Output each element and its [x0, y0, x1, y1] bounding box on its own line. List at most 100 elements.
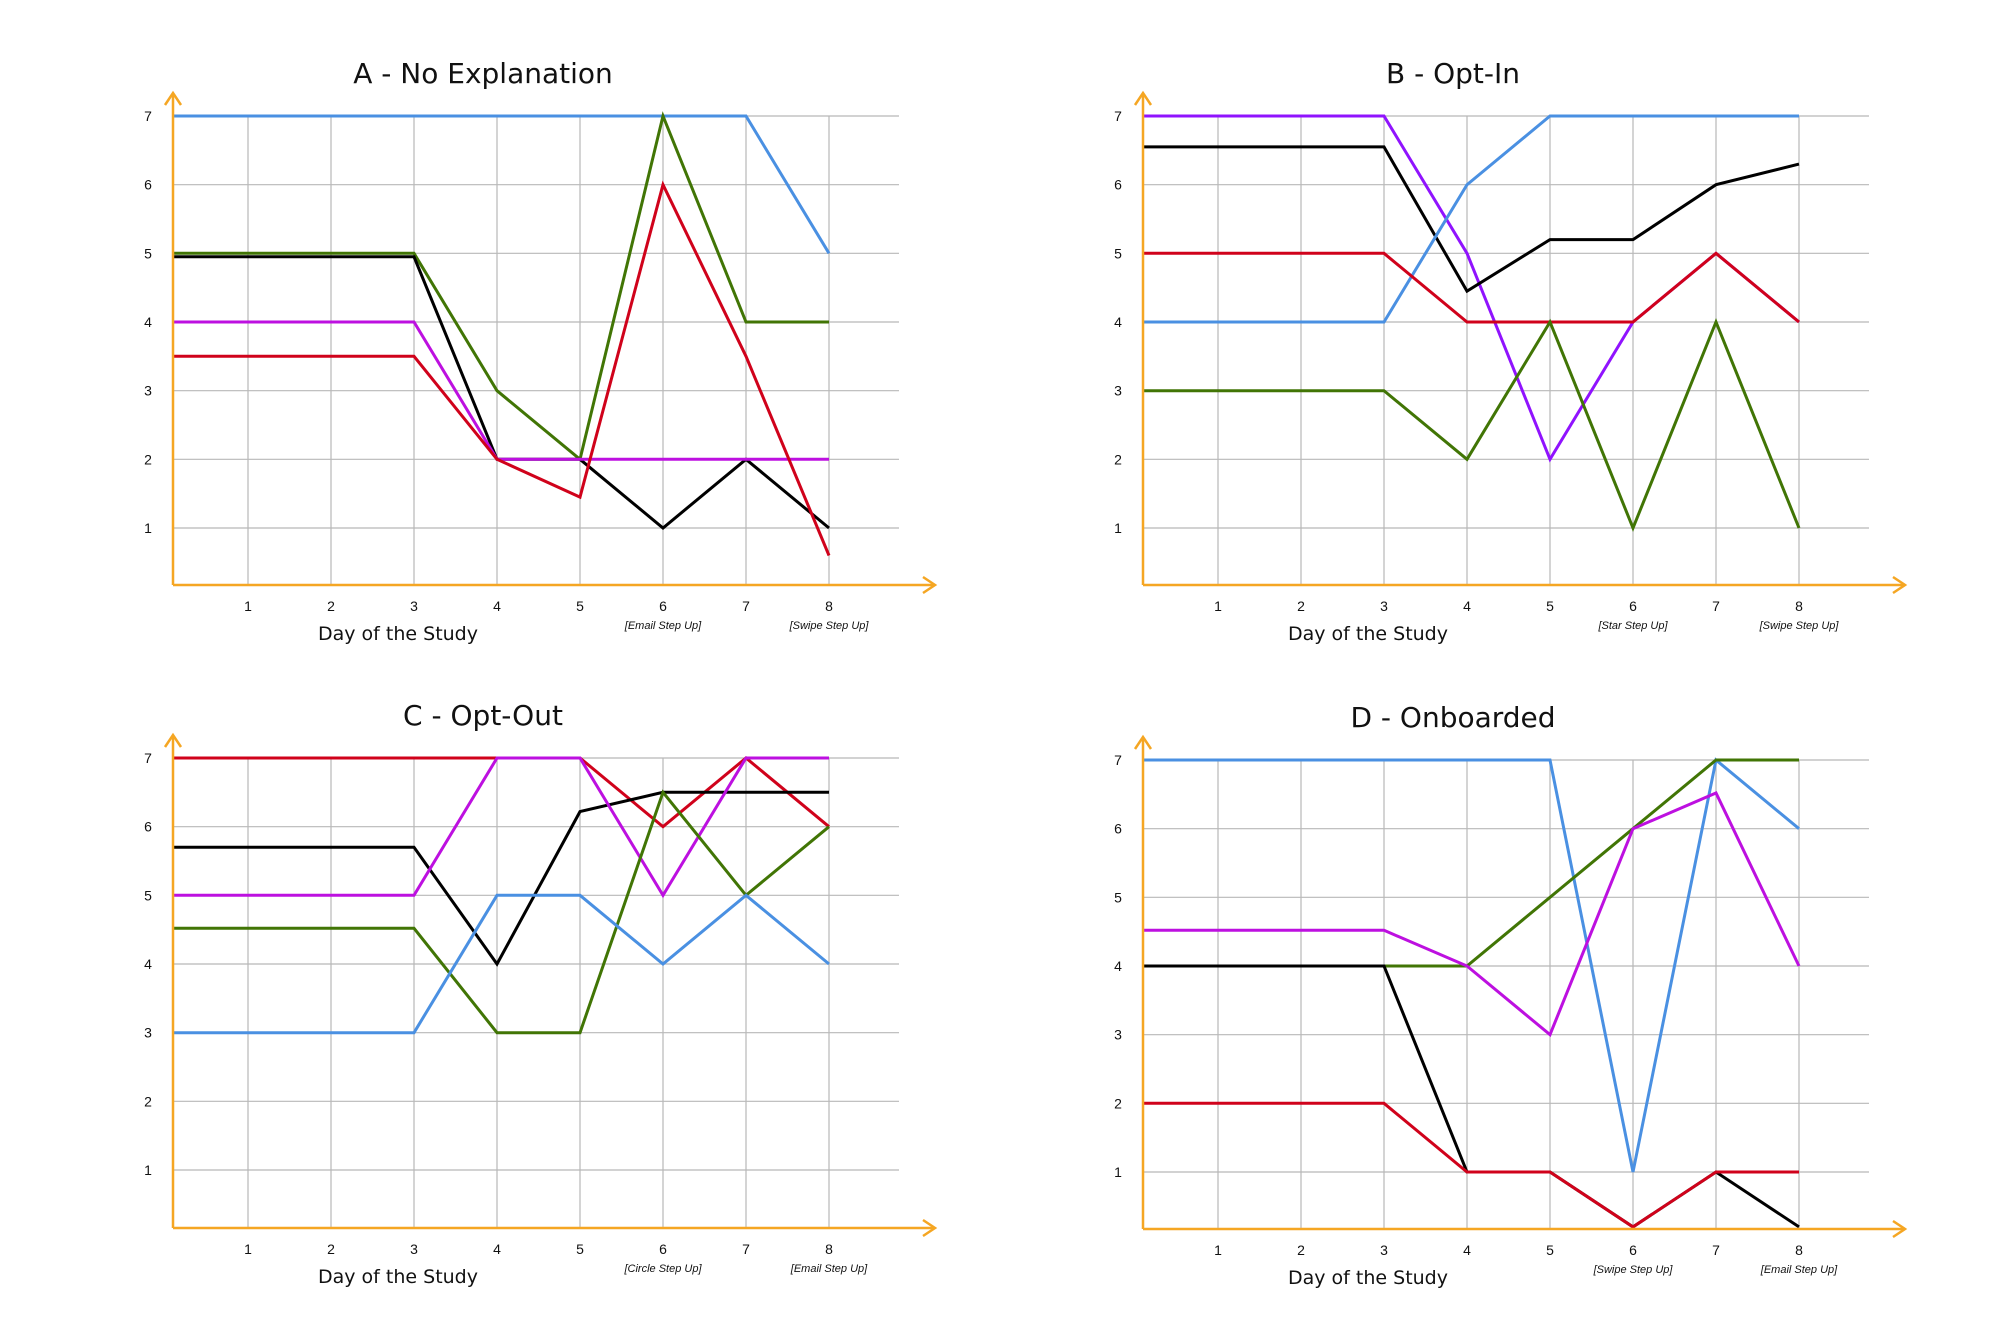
y-tick-label: 1	[1114, 520, 1122, 536]
y-tick-label: 5	[1114, 245, 1122, 261]
y-tick-label: 6	[1114, 177, 1122, 193]
y-tick-label: 5	[1114, 889, 1122, 905]
y-tick-label: 2	[144, 1093, 152, 1109]
x-tick-label: 3	[1380, 598, 1388, 614]
series-line-4	[1143, 251, 1800, 324]
chart-panel-4: D - Onboarded 1 2 3 4 5 6 7 1 2 3 4 5 6 7 8 [Swipe Step …	[1114, 701, 1908, 1289]
x-tick-label: 7	[742, 598, 750, 614]
x-tick-label: 5	[1546, 1242, 1554, 1258]
series-line-4	[1143, 964, 1800, 1229]
x-axis-arrowhead	[1892, 1219, 1908, 1239]
x-tick-label: 6	[1629, 598, 1637, 614]
chart-title: C - Opt-Out	[403, 699, 563, 732]
y-axis-arrowhead	[1133, 734, 1153, 750]
annotation-label: [Email Step Up]	[790, 1263, 868, 1275]
annotation-label: [Swipe Step Up]	[1593, 1264, 1674, 1276]
x-axis-arrowhead	[922, 575, 938, 595]
x-tick-label: 2	[327, 1241, 335, 1257]
series-line-3	[1143, 791, 1801, 1038]
annotation-label: [Email Step Up]	[1760, 1264, 1838, 1276]
y-tick-label: 7	[1114, 108, 1122, 124]
y-tick-label: 4	[1114, 958, 1122, 974]
annotation-label: [Swipe Step Up]	[1759, 620, 1840, 632]
series-line-3	[173, 756, 829, 899]
y-tick-label: 3	[144, 1025, 152, 1041]
y-axis-arrowhead	[163, 90, 183, 106]
x-tick-label: 3	[410, 598, 418, 614]
series-line-2	[173, 790, 829, 967]
x-axis-label: Day of the Study	[318, 1266, 478, 1288]
y-axis-arrowhead	[163, 732, 183, 748]
x-tick-label: 6	[659, 598, 667, 614]
chart-title: A - No Explanation	[353, 57, 613, 90]
x-tick-label: 5	[576, 1241, 584, 1257]
y-tick-label: 1	[144, 1162, 152, 1178]
y-tick-label: 2	[144, 451, 152, 467]
series-line-1	[1143, 757, 1800, 1173]
annotation-label: [Swipe Step Up]	[789, 620, 870, 632]
y-tick-label: 1	[144, 520, 152, 536]
series-line-1	[173, 114, 831, 255]
y-tick-label: 6	[144, 819, 152, 835]
x-axis-label: Day of the Study	[318, 623, 478, 645]
x-tick-label: 6	[1629, 1242, 1637, 1258]
x-tick-label: 1	[244, 1241, 252, 1257]
x-axis-label: Day of the Study	[1288, 1267, 1448, 1289]
x-tick-label: 3	[1380, 1242, 1388, 1258]
series-line-2	[1143, 145, 1800, 294]
x-tick-label: 7	[1712, 1242, 1720, 1258]
y-tick-label: 4	[1114, 314, 1122, 330]
series-line-3	[1143, 114, 1799, 324]
y-tick-label: 7	[144, 108, 152, 124]
x-axis-arrowhead	[1892, 575, 1908, 595]
y-tick-label: 6	[144, 177, 152, 193]
x-axis-arrowhead	[922, 1218, 938, 1238]
x-tick-label: 4	[493, 1241, 501, 1257]
x-tick-label: 8	[825, 1241, 833, 1257]
x-tick-label: 8	[825, 598, 833, 614]
x-tick-label: 8	[1795, 1242, 1803, 1258]
chart-title: D - Onboarded	[1350, 701, 1555, 734]
y-tick-label: 5	[144, 887, 152, 903]
chart-panel-3: C - Opt-Out 1 2 3 4 5 6 7 1 2 3 4 5 6 7 8 [Circle Step U…	[144, 699, 938, 1288]
x-tick-label: 1	[1214, 1242, 1222, 1258]
chart-panel-2: B - Opt-In 1 2 3 4 5 6 7 1 2 3 4 5 6 7 8 [Star Step Up] […	[1114, 57, 1908, 645]
x-tick-label: 6	[659, 1241, 667, 1257]
x-tick-label: 2	[1297, 1242, 1305, 1258]
x-tick-label: 7	[742, 1241, 750, 1257]
series-line-5	[173, 180, 831, 557]
x-tick-label: 4	[1463, 598, 1471, 614]
annotation-label: [Star Step Up]	[1597, 620, 1668, 632]
series-line-4	[173, 789, 830, 1035]
x-tick-label: 8	[1795, 598, 1803, 614]
x-tick-label: 1	[1214, 598, 1222, 614]
y-tick-label: 3	[1114, 383, 1122, 399]
y-tick-label: 7	[144, 750, 152, 766]
annotation-label: [Circle Step Up]	[623, 1263, 702, 1275]
x-tick-label: 5	[576, 598, 584, 614]
annotation-label: [Email Step Up]	[624, 620, 702, 632]
y-tick-label: 5	[144, 245, 152, 261]
x-tick-label: 5	[1546, 598, 1554, 614]
y-tick-label: 1	[1114, 1164, 1122, 1180]
x-tick-label: 4	[493, 598, 501, 614]
y-tick-label: 7	[1114, 752, 1122, 768]
x-tick-label: 2	[327, 598, 335, 614]
x-tick-label: 1	[244, 598, 252, 614]
x-tick-label: 7	[1712, 598, 1720, 614]
y-tick-label: 3	[1114, 1027, 1122, 1043]
series-line-5	[1143, 317, 1801, 533]
series-line-5	[1143, 1101, 1799, 1229]
y-tick-label: 2	[1114, 1095, 1122, 1111]
series-line-2	[173, 111, 829, 462]
x-axis-label: Day of the Study	[1288, 623, 1448, 645]
y-tick-label: 4	[144, 956, 152, 972]
x-tick-label: 3	[410, 1241, 418, 1257]
y-tick-label: 3	[144, 383, 152, 399]
chart-title: B - Opt-In	[1386, 57, 1520, 90]
series-line-2	[1384, 758, 1799, 968]
y-axis-arrowhead	[1133, 90, 1153, 106]
y-tick-label: 6	[1114, 821, 1122, 837]
y-tick-label: 2	[1114, 451, 1122, 467]
